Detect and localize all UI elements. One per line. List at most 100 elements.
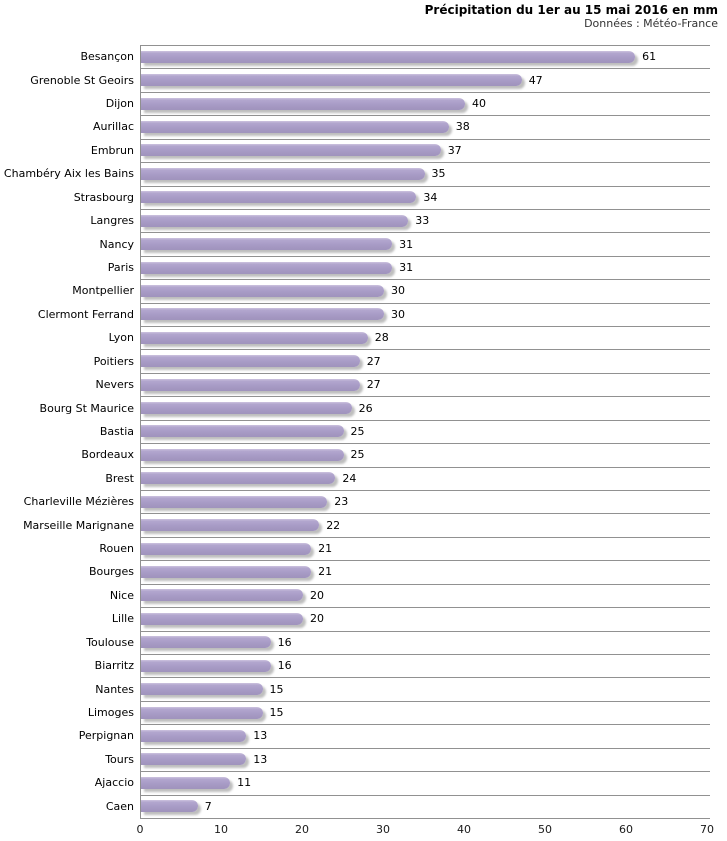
- category-label: Langres: [90, 214, 134, 228]
- category-label: Chambéry Aix les Bains: [3, 167, 134, 181]
- value-label: 38: [455, 120, 470, 134]
- bar-row: Brest 24: [0, 466, 727, 490]
- value-label: 21: [318, 565, 333, 579]
- category-label: Ajaccio: [94, 776, 134, 790]
- category-label: Poitiers: [93, 354, 134, 368]
- chart-header: Précipitation du 1er au 15 mai 2016 en m…: [425, 3, 718, 30]
- bar-row: Grenoble St Geoirs 47: [0, 68, 727, 91]
- bar-track: 37: [140, 138, 727, 162]
- bar-track: 25: [140, 419, 727, 443]
- category-label: Strasbourg: [73, 190, 134, 204]
- bar-track: 30: [140, 302, 727, 326]
- category-label: Bourges: [88, 565, 134, 579]
- category-label: Nancy: [99, 237, 135, 251]
- bar-row: Bordeaux 25: [0, 443, 727, 466]
- category-label: Rouen: [99, 542, 134, 556]
- bar: [141, 214, 409, 227]
- plot-area: Besançon 61 Grenoble St Geoirs 47 Dijon 40 Aur…: [0, 45, 727, 818]
- bar-track: 21: [140, 560, 727, 583]
- category-label: Montpellier: [72, 284, 134, 298]
- bar-track: 47: [140, 68, 727, 91]
- bar-row: Nevers 27: [0, 372, 727, 396]
- bar-track: 26: [140, 396, 727, 419]
- x-tick-label: 10: [214, 823, 228, 836]
- bar-track: 40: [140, 91, 727, 115]
- value-label: 16: [277, 659, 292, 673]
- bar: [141, 706, 263, 719]
- bar: [141, 448, 344, 461]
- bar: [141, 565, 312, 578]
- category-label: Brest: [105, 471, 134, 485]
- bar-row: Bourg St Maurice 26: [0, 396, 727, 419]
- category-label: Nice: [109, 588, 134, 602]
- bar: [141, 636, 271, 649]
- bar-row: Poitiers 27: [0, 349, 727, 372]
- value-label: 13: [253, 729, 268, 743]
- value-label: 13: [253, 752, 268, 766]
- category-label: Nevers: [95, 378, 134, 392]
- bar: [141, 495, 328, 508]
- bar: [141, 729, 247, 742]
- x-tick-label: 50: [538, 823, 552, 836]
- category-label: Toulouse: [86, 635, 134, 649]
- value-label: 20: [310, 588, 324, 602]
- bar-row: Montpellier 30: [0, 279, 727, 302]
- category-label: Marseille Marignane: [23, 518, 134, 532]
- bar-track: 16: [140, 630, 727, 654]
- bar: [141, 612, 303, 625]
- category-label: Tours: [105, 752, 134, 766]
- bar-track: 38: [140, 115, 727, 138]
- category-label: Bordeaux: [81, 448, 134, 462]
- bar-track: 25: [140, 443, 727, 466]
- bar: [141, 472, 336, 485]
- bar-row: Bastia 25: [0, 419, 727, 443]
- bar-track: 15: [140, 677, 727, 700]
- bar-track: 13: [140, 747, 727, 771]
- bar: [141, 589, 303, 602]
- value-label: 22: [326, 518, 341, 532]
- value-label: 25: [350, 448, 365, 462]
- x-axis-tick-labels: 0 10 20 30 40 50 60 70: [0, 823, 727, 839]
- bar: [141, 402, 352, 415]
- bar-row: Besançon 61: [0, 45, 727, 68]
- bar-track: 31: [140, 232, 727, 255]
- x-tick-label: 20: [295, 823, 309, 836]
- bar-track: 34: [140, 185, 727, 209]
- value-label: 37: [447, 143, 462, 157]
- bar-track: 15: [140, 700, 727, 724]
- bar-track: 31: [140, 255, 727, 279]
- bar: [141, 50, 636, 63]
- value-label: 27: [366, 354, 381, 368]
- category-label: Aurillac: [93, 120, 134, 134]
- bar-row: Limoges 15: [0, 700, 727, 724]
- value-label: 35: [431, 167, 446, 181]
- value-label: 30: [391, 307, 405, 321]
- bar: [141, 238, 393, 251]
- bar: [141, 753, 247, 766]
- bar: [141, 776, 231, 789]
- bar-row: Perpignan 13: [0, 724, 727, 747]
- bar-row: Biarritz 16: [0, 653, 727, 677]
- category-label: Grenoble St Geoirs: [30, 73, 134, 87]
- bar-track: 61: [140, 45, 727, 68]
- bar: [141, 800, 198, 813]
- value-label: 21: [318, 542, 333, 556]
- category-label: Clermont Ferrand: [37, 307, 134, 321]
- bar-track: 13: [140, 724, 727, 747]
- category-label: Bourg St Maurice: [39, 401, 134, 415]
- value-label: 25: [350, 424, 365, 438]
- x-tick-label: 40: [457, 823, 471, 836]
- bar-row: Chambéry Aix les Bains 35: [0, 162, 727, 185]
- x-axis-line: [140, 818, 710, 819]
- value-label: 15: [269, 706, 284, 720]
- category-label: Nantes: [95, 682, 134, 696]
- value-label: 11: [237, 776, 252, 790]
- value-label: 20: [310, 612, 324, 626]
- bar-track: 28: [140, 326, 727, 349]
- category-label: Lille: [111, 612, 134, 626]
- bar: [141, 120, 449, 133]
- x-tick-label: 60: [619, 823, 633, 836]
- bar-row: Dijon 40: [0, 91, 727, 115]
- bar: [141, 425, 344, 438]
